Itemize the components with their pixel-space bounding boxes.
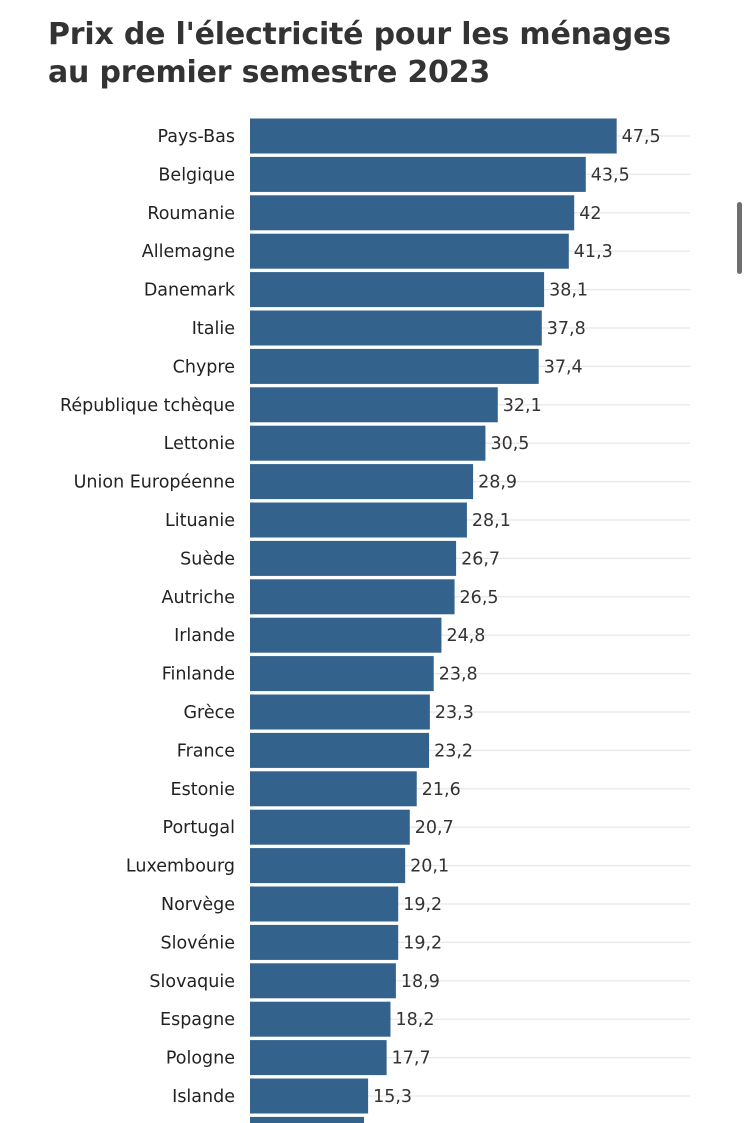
bar[interactable] [250,924,399,960]
labels: Pays-Bas 47,5 Belgique 43,5 Roumanie 42 Allema… [60,127,661,1107]
value-label: 18,2 [395,1010,434,1030]
value-label: 38,1 [549,281,588,301]
category-label: Lettonie [164,434,235,454]
value-label: 26,5 [460,588,499,608]
category-label: Suède [180,549,235,569]
value-label: 41,3 [574,242,613,262]
category-label: Pologne [166,1049,235,1069]
category-label: Finlande [162,665,235,685]
value-label: 37,8 [547,319,586,339]
category-label: Autriche [162,588,235,608]
value-label: 21,6 [422,780,461,800]
scrollbar[interactable] [737,202,742,274]
value-label: 15,3 [373,1087,412,1107]
category-label: Luxembourg [126,857,235,877]
value-label: 47,5 [622,127,661,147]
category-label: République tchèque [60,396,235,416]
value-label: 19,2 [403,933,442,953]
value-label: 43,5 [591,165,630,185]
bar[interactable] [250,1040,387,1076]
bar[interactable] [250,1078,369,1114]
value-label: 19,2 [403,895,442,915]
category-label: Italie [192,319,235,339]
category-label: Pays-Bas [157,127,235,147]
bar[interactable] [250,310,542,346]
bar[interactable] [250,540,457,576]
value-label: 30,5 [490,434,529,454]
value-label: 24,8 [446,626,485,646]
bar[interactable] [250,886,399,922]
category-label: Espagne [160,1010,235,1030]
bar[interactable] [250,425,486,461]
category-label: Slovénie [160,933,235,953]
chart-title: Prix de l'électricité pour les ménages a… [48,17,671,90]
bar[interactable] [250,1001,391,1037]
value-label: 23,8 [439,665,478,685]
bar[interactable] [250,387,498,423]
value-label: 20,1 [410,857,449,877]
value-label: 26,7 [461,549,500,569]
value-label: 32,1 [503,396,542,416]
category-label: Chypre [173,357,235,377]
bar[interactable] [250,809,410,845]
category-label: Norvège [161,895,235,915]
value-label: 23,3 [435,703,474,723]
bar[interactable] [250,694,430,730]
category-label: Estonie [171,780,235,800]
value-label: 28,1 [472,511,511,531]
bar[interactable] [250,118,617,154]
value-label: 18,9 [401,972,440,992]
value-label: 20,7 [415,818,454,838]
value-label: 37,4 [544,357,583,377]
category-label: Belgique [158,165,235,185]
bar[interactable] [250,464,474,500]
bar[interactable] [250,348,539,384]
category-label: Irlande [174,626,235,646]
bar[interactable] [250,502,467,538]
category-label: Grèce [183,703,235,723]
bars [250,118,617,1123]
category-label: Portugal [163,818,235,838]
value-label: 17,7 [392,1049,431,1069]
category-label: Lituanie [165,511,235,531]
bar[interactable] [250,156,586,192]
bar[interactable] [250,195,575,231]
bar[interactable] [250,963,396,999]
value-label: 42 [579,204,601,224]
value-label: 23,2 [434,741,473,761]
bar[interactable] [250,656,434,692]
bar[interactable] [250,579,455,615]
bar[interactable] [250,272,545,308]
category-label: France [177,741,235,761]
category-label: Slovaquie [149,972,235,992]
bar[interactable] [250,732,430,768]
bar-partial [250,1116,364,1123]
value-label: 28,9 [478,473,517,493]
category-label: Islande [172,1087,235,1107]
category-label: Union Européenne [74,473,235,493]
bar[interactable] [250,771,417,807]
category-label: Roumanie [147,204,235,224]
bar[interactable] [250,233,569,269]
category-label: Allemagne [142,242,235,262]
category-label: Danemark [144,281,236,301]
bar[interactable] [250,848,406,884]
bar[interactable] [250,617,442,653]
